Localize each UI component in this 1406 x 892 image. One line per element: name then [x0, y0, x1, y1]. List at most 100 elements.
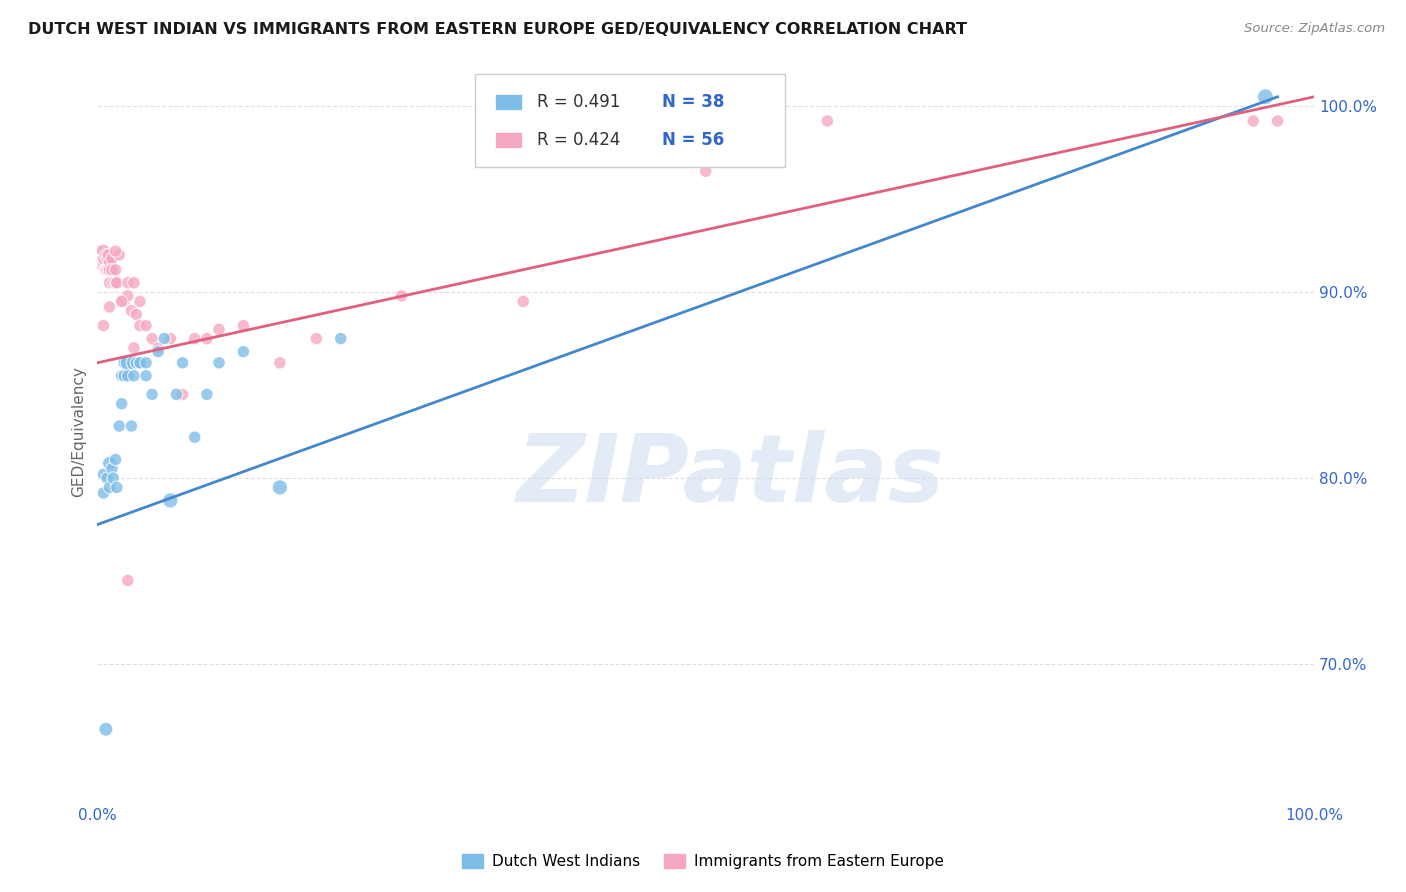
Text: DUTCH WEST INDIAN VS IMMIGRANTS FROM EASTERN EUROPE GED/EQUIVALENCY CORRELATION : DUTCH WEST INDIAN VS IMMIGRANTS FROM EAS… [28, 22, 967, 37]
Point [329, 332, 352, 346]
Point [1254, 90, 1277, 104]
Point [172, 387, 194, 401]
Point [101, 262, 124, 277]
Point [129, 294, 152, 309]
Point [90, 257, 112, 271]
Point [165, 387, 187, 401]
Point [1241, 114, 1264, 128]
Point [98, 480, 121, 494]
Point [122, 341, 145, 355]
Point [104, 244, 127, 259]
Point [94, 723, 117, 737]
Text: ZIPatlas: ZIPatlas [516, 430, 943, 522]
Point [269, 480, 291, 494]
Point [129, 356, 152, 370]
Point [141, 332, 163, 346]
Point [129, 356, 152, 370]
Point [232, 318, 254, 333]
Point [108, 248, 131, 262]
Point [117, 289, 139, 303]
Y-axis label: GED/Equivalency: GED/Equivalency [72, 367, 86, 497]
Point [97, 248, 120, 262]
Point [93, 486, 115, 500]
Point [1267, 114, 1289, 128]
Text: R = 0.491: R = 0.491 [537, 93, 620, 112]
Point [232, 344, 254, 359]
Point [195, 332, 218, 346]
Point [117, 574, 139, 588]
Point [104, 262, 127, 277]
Point [125, 356, 148, 370]
Point [269, 356, 291, 370]
Point [148, 344, 170, 359]
Point [93, 255, 115, 269]
Text: N = 56: N = 56 [662, 131, 724, 149]
Point [96, 252, 118, 266]
Point [512, 294, 534, 309]
Text: Source: ZipAtlas.com: Source: ZipAtlas.com [1244, 22, 1385, 36]
Point [208, 322, 231, 336]
Point [117, 356, 139, 370]
Point [122, 276, 145, 290]
Point [94, 262, 117, 277]
Point [91, 252, 114, 266]
Point [111, 368, 134, 383]
Point [98, 276, 121, 290]
Point [135, 356, 157, 370]
Point [93, 252, 115, 266]
Point [159, 493, 181, 508]
Point [122, 356, 145, 370]
Point [101, 462, 124, 476]
Point [815, 114, 838, 128]
Point [141, 387, 163, 401]
Point [93, 244, 115, 259]
Point [93, 467, 115, 482]
Point [111, 294, 134, 309]
FancyBboxPatch shape [475, 74, 785, 168]
Point [93, 318, 115, 333]
Point [98, 300, 121, 314]
Point [96, 471, 118, 485]
Point [104, 276, 127, 290]
Point [135, 318, 157, 333]
Point [122, 368, 145, 383]
Point [172, 356, 194, 370]
Point [129, 318, 152, 333]
Point [86, 248, 108, 262]
Point [305, 332, 328, 346]
Point [105, 276, 128, 290]
Point [89, 252, 111, 266]
FancyBboxPatch shape [495, 132, 522, 148]
Point [183, 332, 205, 346]
Point [112, 356, 135, 370]
Point [101, 252, 124, 266]
Text: N = 38: N = 38 [662, 93, 724, 112]
Point [183, 430, 205, 444]
Point [101, 276, 124, 290]
FancyBboxPatch shape [495, 94, 522, 111]
Point [135, 368, 157, 383]
Point [98, 456, 121, 470]
Point [94, 248, 117, 262]
Point [120, 303, 142, 318]
Point [101, 471, 124, 485]
Point [391, 289, 413, 303]
Point [96, 262, 118, 277]
Point [98, 255, 121, 269]
Point [159, 332, 181, 346]
Text: R = 0.424: R = 0.424 [537, 131, 620, 149]
Point [98, 262, 121, 277]
Point [125, 307, 148, 321]
Point [104, 452, 127, 467]
Legend: Dutch West Indians, Immigrants from Eastern Europe: Dutch West Indians, Immigrants from East… [456, 848, 950, 875]
Point [112, 294, 135, 309]
Point [117, 368, 139, 383]
Point [93, 262, 115, 277]
Point [108, 419, 131, 434]
Point [208, 356, 231, 370]
Point [695, 164, 717, 178]
Point [195, 387, 218, 401]
Point [120, 419, 142, 434]
Point [148, 341, 170, 355]
Point [112, 368, 135, 383]
